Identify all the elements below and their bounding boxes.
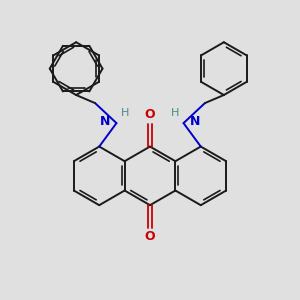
Text: N: N (190, 115, 200, 128)
Text: O: O (145, 108, 155, 122)
Text: H: H (121, 108, 129, 118)
Text: O: O (145, 230, 155, 243)
Text: H: H (171, 108, 179, 118)
Text: N: N (100, 115, 110, 128)
